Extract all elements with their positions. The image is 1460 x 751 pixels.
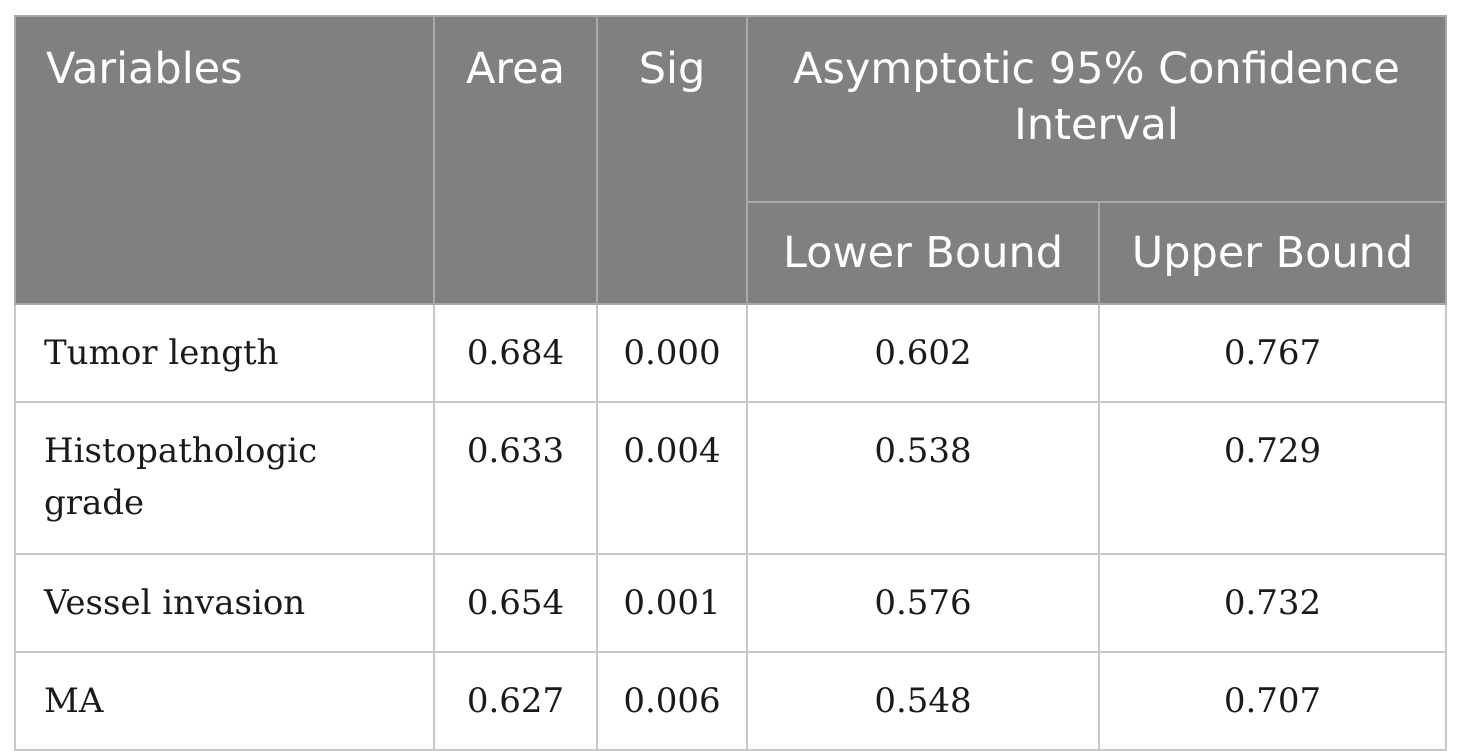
header-row-1: Variables Area Sig Asymptotic 95% Confid… — [14, 15, 1447, 305]
roc-analysis-table: Variables Area Sig Asymptotic 95% Confid… — [14, 15, 1447, 751]
cell-sig: 0.000 — [596, 303, 748, 403]
cell-upper-bound: 0.707 — [1098, 651, 1447, 751]
table-row: Vessel invasion 0.654 0.001 0.576 0.732 — [14, 553, 1447, 653]
cell-upper-bound: 0.732 — [1098, 553, 1447, 653]
table-row: MA 0.627 0.006 0.548 0.707 — [14, 651, 1447, 751]
header-area: Area — [433, 15, 598, 305]
cell-lower-bound: 0.576 — [746, 553, 1100, 653]
cell-lower-bound: 0.602 — [746, 303, 1100, 403]
cell-sig: 0.006 — [596, 651, 748, 751]
header-row-2: Lower Bound Upper Bound — [15, 201, 1447, 305]
cell-area: 0.684 — [433, 303, 598, 403]
header-lower-bound: Lower Bound — [746, 201, 1100, 305]
cell-area: 0.654 — [433, 553, 598, 653]
table-header: Variables Area Sig Asymptotic 95% Confid… — [14, 15, 1447, 305]
header-confidence-interval: Asymptotic 95% Confidence Interval — [746, 15, 1447, 203]
table-row: Histopathologic grade 0.633 0.004 0.538 … — [14, 401, 1447, 555]
cell-upper-bound: 0.729 — [1098, 401, 1447, 555]
cell-lower-bound: 0.538 — [746, 401, 1100, 555]
header-variables: Variables — [14, 15, 435, 305]
header-upper-bound: Upper Bound — [1098, 201, 1447, 305]
cell-variable: MA — [14, 651, 435, 751]
header-sig: Sig — [596, 15, 748, 305]
cell-variable: Tumor length — [14, 303, 435, 403]
cell-area: 0.627 — [433, 651, 598, 751]
roc-table-container: Variables Area Sig Asymptotic 95% Confid… — [14, 15, 1447, 751]
cell-variable: Histopathologic grade — [14, 401, 435, 555]
cell-sig: 0.001 — [596, 553, 748, 653]
cell-lower-bound: 0.548 — [746, 651, 1100, 751]
cell-area: 0.633 — [433, 401, 598, 555]
cell-upper-bound: 0.767 — [1098, 303, 1447, 403]
cell-variable: Vessel invasion — [14, 553, 435, 653]
table-body: Tumor length 0.684 0.000 0.602 0.767 His… — [14, 303, 1447, 751]
table-row: Tumor length 0.684 0.000 0.602 0.767 — [14, 303, 1447, 403]
cell-sig: 0.004 — [596, 401, 748, 555]
